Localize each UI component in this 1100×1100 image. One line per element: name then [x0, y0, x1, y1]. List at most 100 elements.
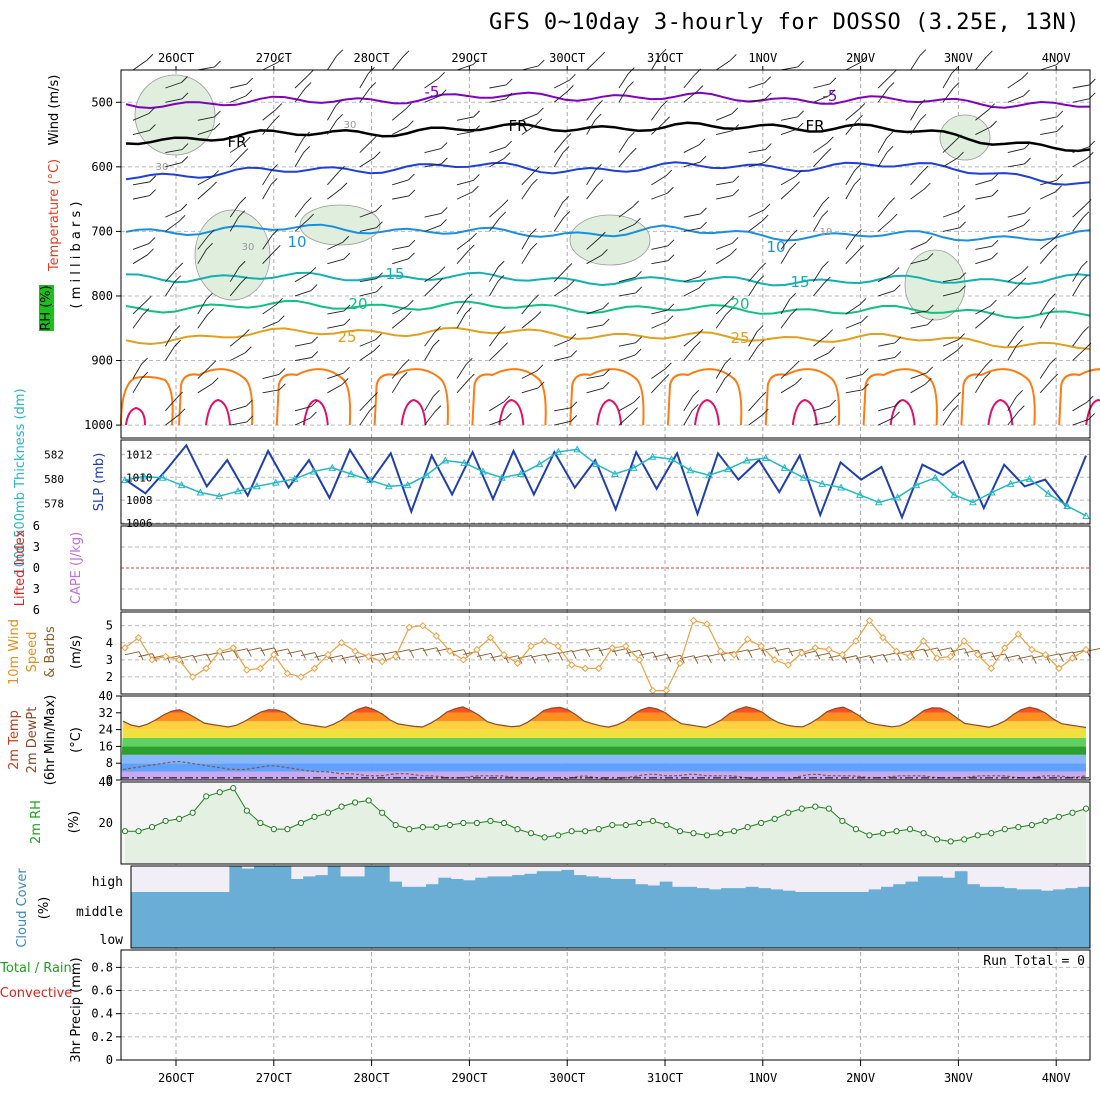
- isotherm-30: [764, 368, 841, 426]
- wind-barb: [715, 60, 731, 71]
- date-label-bottom: 28OCT: [354, 1071, 390, 1085]
- wind-barb: [910, 105, 920, 121]
- date-label-bottom: 27OCT: [256, 1071, 292, 1085]
- wind-barb: [562, 146, 570, 153]
- wind-barb: [824, 148, 832, 155]
- wind10m-point: [974, 651, 982, 659]
- rh-shading: [904, 249, 966, 321]
- wind-barb: [165, 397, 177, 412]
- precip-tick-label: 0.2: [91, 1030, 113, 1044]
- wind-barb: [456, 238, 471, 250]
- wind-barb: [165, 98, 183, 103]
- wind-barb: [586, 308, 603, 315]
- wind-barb: [877, 88, 889, 103]
- cloud-high-bar: [413, 886, 427, 892]
- isotherm-label: 10: [766, 238, 785, 256]
- wind-barb: [229, 267, 240, 282]
- wind-barb: [924, 377, 932, 385]
- wind-barb: [373, 151, 381, 159]
- cloud-high-bar: [708, 889, 722, 892]
- wind-barb: [148, 107, 155, 114]
- slp-tick-label: 1012: [126, 448, 153, 461]
- wind-barb: [683, 144, 700, 153]
- rh-point: [555, 832, 562, 839]
- rh-point: [961, 836, 968, 843]
- wind-barb: [391, 56, 404, 71]
- frame-layer: [116, 66, 1091, 1066]
- cloud-frame: [130, 865, 1091, 949]
- wind-barb: [878, 290, 895, 297]
- cloud-high-bar: [1065, 888, 1079, 892]
- wind10m-barb: [138, 653, 153, 658]
- wind-barb: [229, 154, 243, 168]
- wind10m-barb: [950, 648, 965, 652]
- rh-frame: [120, 781, 1091, 865]
- wind-barb: [327, 188, 342, 200]
- wind10m-point: [649, 686, 657, 695]
- thickness-point: [893, 493, 902, 501]
- thickness-tick-label: 580: [44, 473, 64, 486]
- date-label-bottom: 1NOV: [748, 1071, 777, 1085]
- wind-barb: [1082, 211, 1090, 219]
- cloud-high-bar: [573, 875, 587, 892]
- wind-barb: [991, 173, 999, 181]
- wind-barb: [489, 146, 506, 153]
- wind-barb: [521, 317, 536, 329]
- wind-barb: [178, 214, 186, 222]
- cloud-high-bar: [696, 888, 710, 892]
- rh-point: [392, 821, 399, 829]
- wind-barb: [1017, 326, 1024, 333]
- wind-barb: [276, 297, 283, 305]
- rh-point: [934, 836, 941, 843]
- wind10m-barb: [179, 654, 194, 659]
- wind10m-point: [798, 649, 806, 657]
- rh-point: [988, 830, 995, 837]
- wind-barb: [586, 185, 598, 200]
- wind10m-point: [1068, 654, 1077, 662]
- wind-barb: [856, 115, 863, 122]
- temp-band: [121, 754, 1086, 764]
- isotherm-label: 30: [242, 242, 255, 253]
- isotherm-line: [125, 121, 1091, 153]
- rh-label-box: [39, 285, 54, 331]
- cloud-level-label: low: [100, 933, 124, 948]
- wind-barb: [181, 156, 189, 163]
- wind-barb: [1007, 283, 1021, 297]
- isotherm-label: FR: [227, 133, 246, 151]
- wind-barb: [894, 399, 901, 407]
- wind10m-point: [188, 673, 197, 681]
- wind-barb: [489, 205, 503, 218]
- temp-tick-label: 24: [99, 723, 113, 737]
- wind-barb: [731, 237, 739, 244]
- wind-barb: [780, 187, 794, 200]
- wind-barb: [567, 85, 574, 92]
- wind-barb: [918, 99, 926, 106]
- wind-barb: [716, 181, 734, 186]
- wind-barb: [132, 243, 150, 250]
- wind-barb: [729, 54, 737, 61]
- wind-barb: [667, 254, 675, 262]
- wind-barb: [565, 263, 573, 270]
- li-tick-label: 0: [33, 561, 40, 575]
- wind10m-barb: [625, 649, 640, 654]
- wind-barb: [148, 237, 156, 244]
- rh-point: [1028, 821, 1035, 829]
- wind-barb: [489, 266, 499, 282]
- cloud-high-bar: [647, 885, 661, 892]
- wind-barb: [273, 115, 280, 122]
- wind-barb: [521, 234, 531, 250]
- wind-barb: [229, 202, 241, 218]
- wind10m-point: [216, 647, 224, 655]
- thickness-tick-label: 578: [44, 498, 64, 511]
- wind-barb: [890, 213, 898, 221]
- wind10m-barb: [991, 653, 1006, 658]
- wind-barb: [294, 75, 308, 89]
- rh2m-unit-label: (%): [67, 811, 82, 834]
- wind10m-barb: [571, 648, 586, 653]
- wind-barb: [209, 360, 217, 367]
- wind-barb: [505, 140, 512, 148]
- wind-barb: [698, 281, 706, 289]
- precip-frame: [120, 949, 1091, 1061]
- wind10m-barb: [273, 647, 279, 657]
- date-label-top: 3NOV: [944, 51, 973, 65]
